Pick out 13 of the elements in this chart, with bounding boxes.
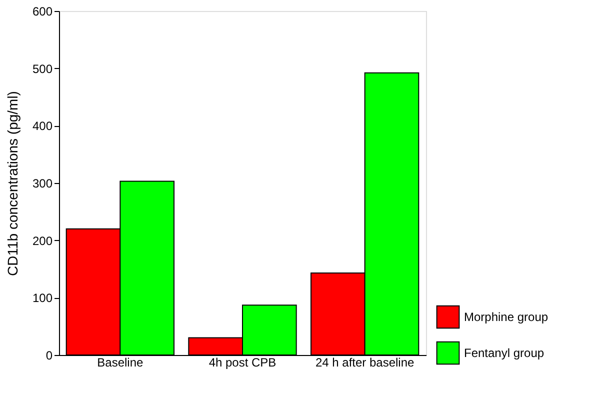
y-tick-label: 600 — [32, 4, 53, 18]
x-tick-label: Baseline — [97, 356, 144, 370]
legend-label: Morphine group — [464, 310, 548, 324]
y-tick-label: 200 — [32, 234, 53, 248]
y-tick-label: 300 — [32, 176, 53, 190]
x-tick-label: 4h post CPB — [208, 356, 276, 370]
y-tick-label: 100 — [32, 291, 53, 306]
y-axis-title: CD11b concentrations (pg/ml) — [4, 91, 20, 276]
y-tick-label: 0 — [46, 348, 53, 362]
y-tick-label: 500 — [32, 62, 53, 76]
legend-label: Fentanyl group — [464, 346, 544, 360]
x-tick-label: 24 h after baseline — [315, 356, 415, 370]
y-tick-label: 400 — [32, 119, 53, 134]
